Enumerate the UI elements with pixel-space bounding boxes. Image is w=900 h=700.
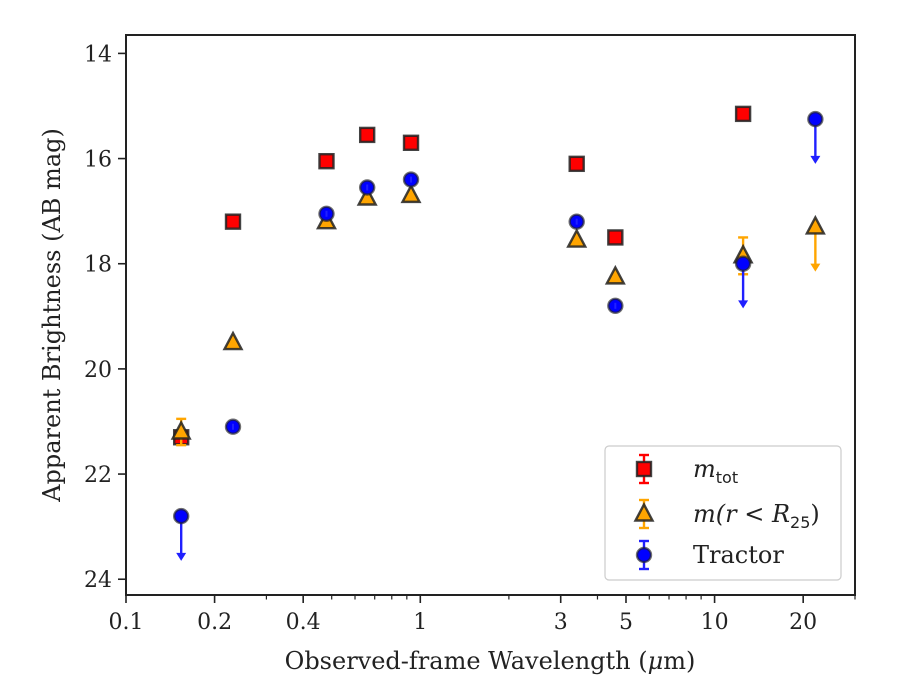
y-tick-label: 20 xyxy=(84,358,112,383)
upper-limit-arrowhead xyxy=(738,300,749,309)
upper-limit-arrowhead xyxy=(176,552,187,561)
x-axis-title-mu: μ xyxy=(648,647,664,675)
x-axis-title-suffix: m) xyxy=(663,647,695,675)
legend-marker-circle xyxy=(635,546,653,564)
legend: mtot m(r < R25) Tractor xyxy=(604,445,842,581)
legend-label-mtot-main: m xyxy=(693,455,716,483)
legend-label-mr25-close: ) xyxy=(810,500,819,528)
x-axis-title-prefix: Observed-frame Wavelength ( xyxy=(285,647,648,675)
data-point-circle xyxy=(734,255,752,272)
data-point-triangle xyxy=(804,214,826,235)
legend-label-tractor: Tractor xyxy=(693,541,784,569)
legend-label-mr25: m(r < R25) xyxy=(693,500,820,532)
upper-limit-arrowhead xyxy=(810,263,821,272)
y-tick-label: 14 xyxy=(84,42,112,67)
x-axis-title: Observed-frame Wavelength (μm) xyxy=(285,647,696,675)
legend-marker-0 xyxy=(635,453,653,485)
chart-marks xyxy=(170,105,826,561)
legend-markers xyxy=(633,453,655,571)
legend-marker-triangle xyxy=(633,501,655,522)
data-point-circle xyxy=(807,110,824,128)
upper-limit-arrowhead xyxy=(810,155,821,164)
legend-label-mtot-sub: tot xyxy=(716,468,738,487)
y-tick-label: 22 xyxy=(84,463,112,488)
legend-label-mr25-main: m(r < R xyxy=(693,500,790,528)
legend-label-mtot: mtot xyxy=(693,455,738,487)
legend-marker-2 xyxy=(635,539,653,571)
y-tick-label: 18 xyxy=(84,253,112,278)
x-tick-label: 5 xyxy=(619,610,633,635)
x-tick-label: 0.4 xyxy=(286,610,321,635)
y-axis: 14 16 18 20 22 24 xyxy=(84,42,126,593)
series-2 xyxy=(172,110,824,561)
data-point-triangle xyxy=(170,419,192,440)
y-axis-title: Apparent Brightness (AB mag) xyxy=(38,128,66,503)
series-0 xyxy=(172,105,752,446)
x-tick-label: 0.1 xyxy=(109,610,144,635)
series-1 xyxy=(170,183,826,447)
y-tick-label: 16 xyxy=(84,148,112,173)
y-tick-label: 24 xyxy=(84,568,112,593)
plot-frame xyxy=(125,34,856,596)
legend-label-mr25-sub: 25 xyxy=(790,513,810,532)
legend-marker-1 xyxy=(633,498,655,530)
x-tick-label: 3 xyxy=(554,610,568,635)
x-tick-label: 20 xyxy=(789,610,817,635)
data-point-circle xyxy=(172,507,190,525)
x-tick-label: 0.2 xyxy=(197,610,232,635)
x-tick-label: 10 xyxy=(701,610,729,635)
legend-marker-square xyxy=(635,460,653,478)
x-tick-label: 1 xyxy=(413,610,427,635)
x-axis: 0.1 0.2 0.4 1 3 5 10 20 xyxy=(109,595,856,635)
legend-box xyxy=(604,445,842,581)
